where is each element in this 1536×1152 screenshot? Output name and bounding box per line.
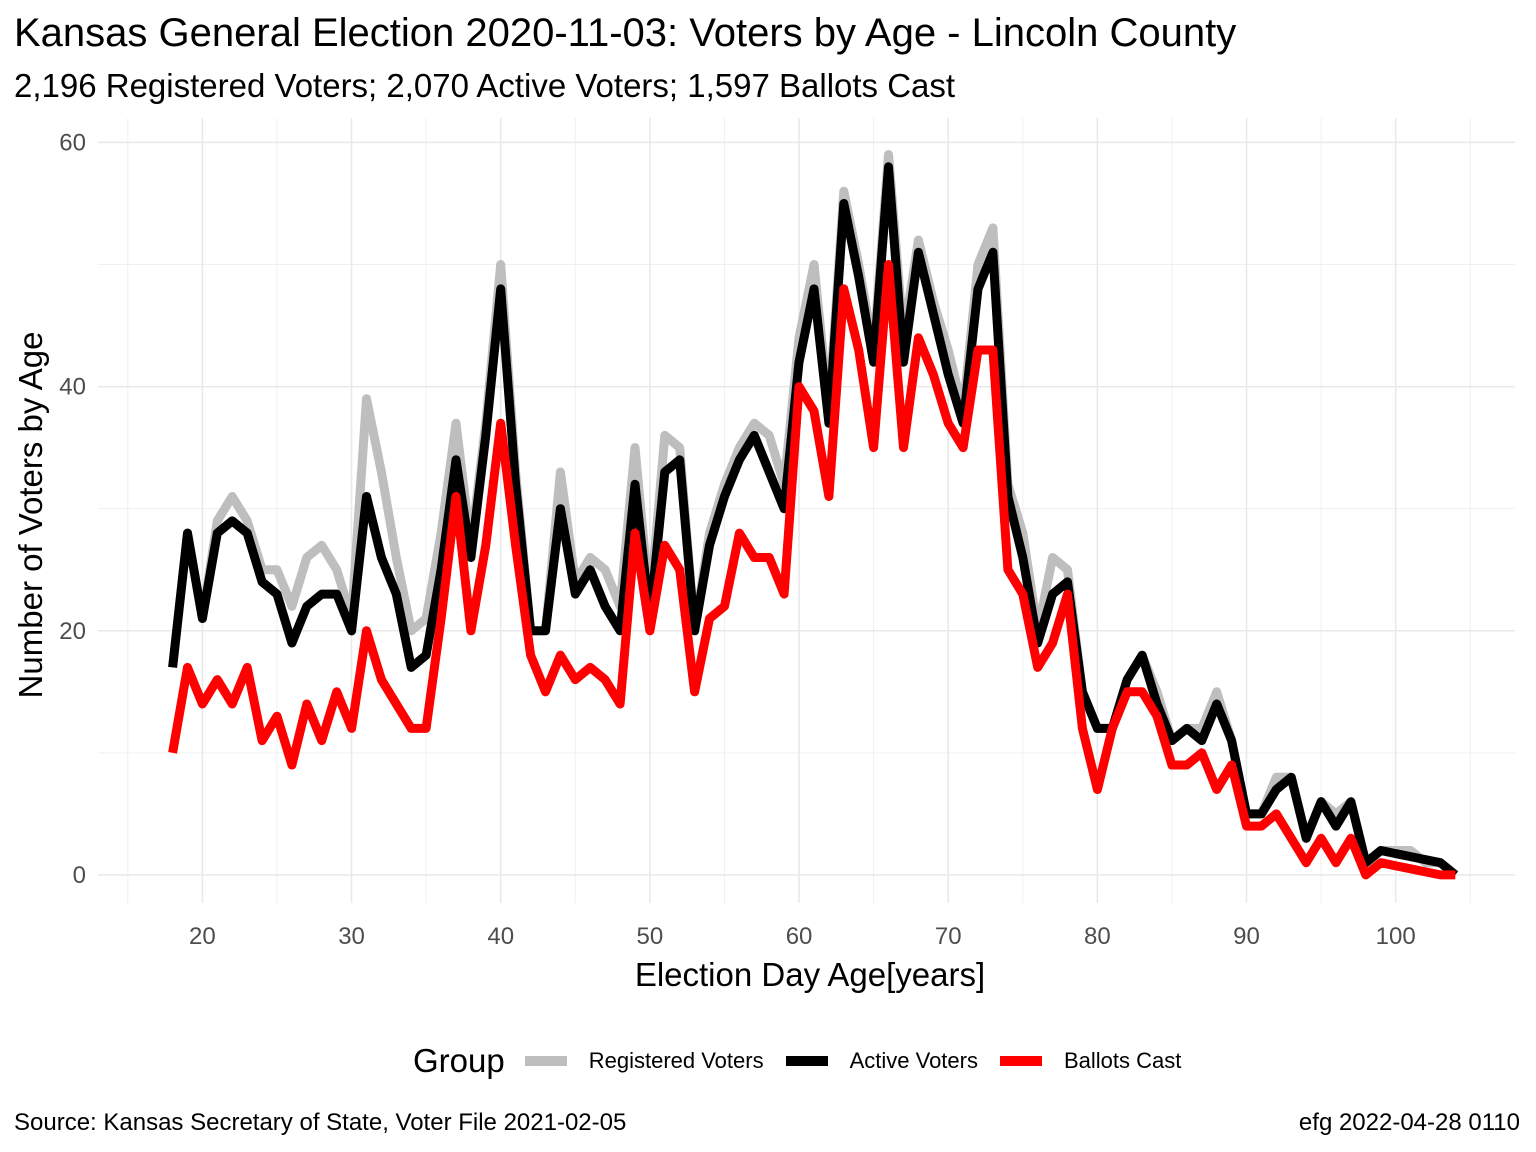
source-caption: Source: Kansas Secretary of State, Voter… (14, 1109, 627, 1136)
x-axis-tick-labels: 20 30 40 50 60 70 80 90 100 (189, 923, 1416, 950)
x-tick-label: 90 (1233, 923, 1260, 950)
y-tick-label: 20 (59, 618, 86, 645)
chart-legend: Group Registered Voters Active Voters Ba… (413, 1038, 1203, 1084)
legend-label: Registered Voters (588, 1048, 764, 1073)
legend-key-ballots-cast (999, 1056, 1042, 1066)
legend-item-ballots-cast: Ballots Cast (999, 1048, 1182, 1074)
y-axis-tick-labels: 0 20 40 60 (59, 129, 86, 889)
legend-label: Ballots Cast (1063, 1048, 1182, 1073)
legend-key-active-voters (785, 1056, 828, 1066)
x-axis-title: Election Day Age[years] (635, 956, 985, 993)
legend-title: Group (413, 1042, 505, 1079)
credit-caption: efg 2022-04-28 0110 (1298, 1109, 1520, 1136)
legend-key-registered-voters (524, 1056, 567, 1066)
y-tick-label: 0 (73, 862, 86, 889)
x-tick-label: 50 (637, 923, 664, 950)
x-tick-label: 60 (786, 923, 813, 950)
y-tick-label: 40 (59, 374, 86, 401)
x-tick-label: 20 (189, 923, 216, 950)
series-line-ballots-cast (168, 260, 1456, 880)
legend-item-active-voters: Active Voters (785, 1048, 978, 1074)
chart-title: Kansas General Election 2020-11-03: Vote… (14, 11, 1237, 55)
legend-item-registered-voters: Registered Voters (524, 1048, 764, 1074)
x-tick-label: 40 (487, 923, 514, 950)
y-tick-label: 60 (59, 129, 86, 156)
major-gridlines (98, 118, 1515, 903)
x-tick-label: 30 (338, 923, 365, 950)
x-tick-label: 80 (1084, 923, 1111, 950)
chart-subtitle: 2,196 Registered Voters; 2,070 Active Vo… (14, 67, 956, 104)
legend-label: Active Voters (849, 1048, 978, 1073)
x-tick-label: 100 (1376, 923, 1416, 950)
minor-gridlines (98, 118, 1515, 903)
y-axis-title: Number of Voters by Age (12, 332, 49, 699)
x-tick-label: 70 (935, 923, 962, 950)
series-lines (168, 150, 1459, 880)
